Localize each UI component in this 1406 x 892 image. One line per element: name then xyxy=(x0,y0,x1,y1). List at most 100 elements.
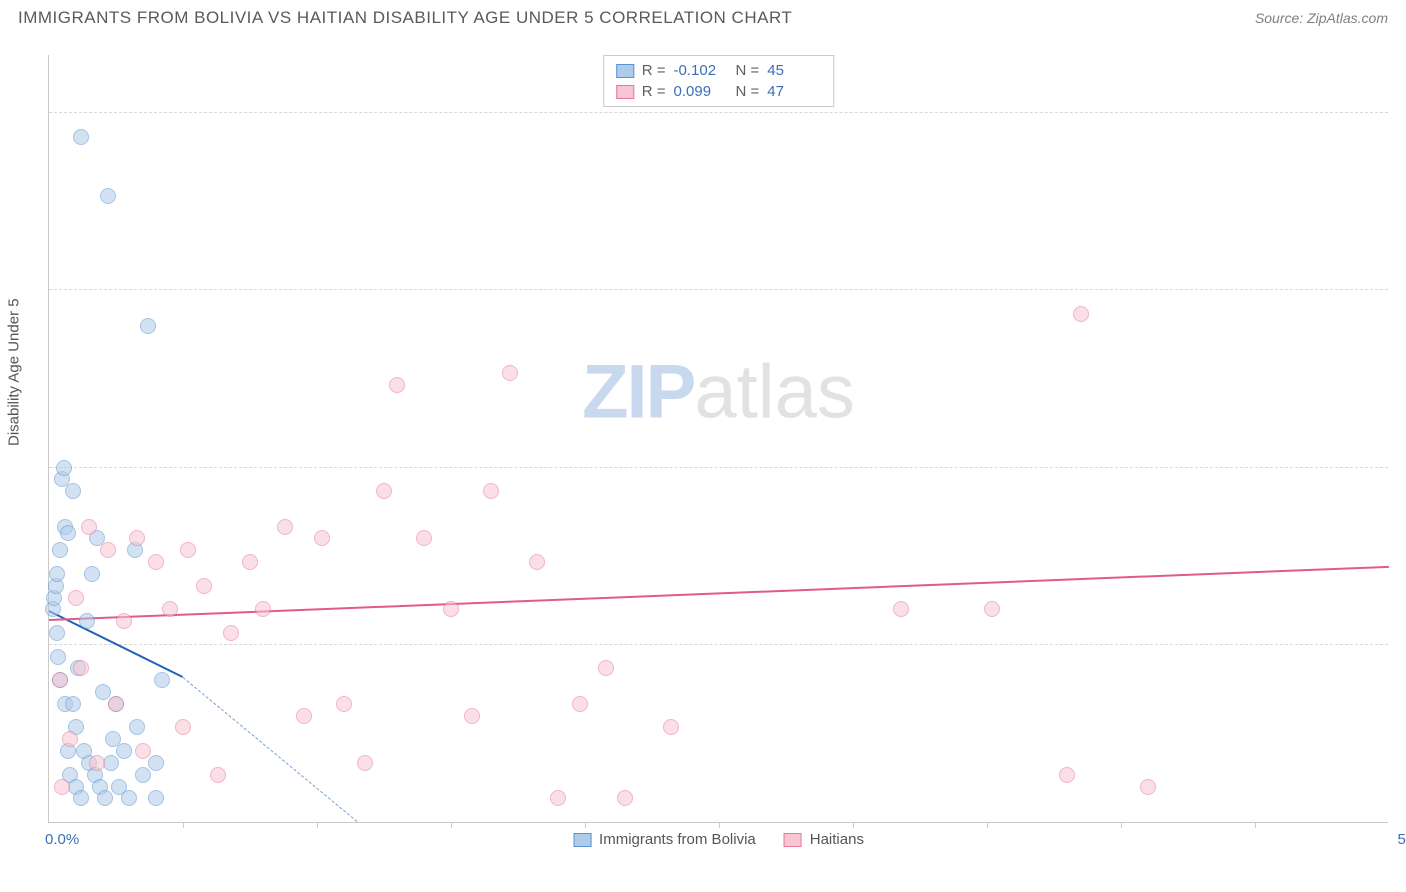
x-tick xyxy=(451,822,452,828)
data-point xyxy=(73,790,89,806)
data-point xyxy=(389,377,405,393)
legend-label: Immigrants from Bolivia xyxy=(599,831,756,848)
data-point xyxy=(148,790,164,806)
data-point xyxy=(135,767,151,783)
data-point xyxy=(81,519,97,535)
data-point xyxy=(60,525,76,541)
data-point xyxy=(100,188,116,204)
legend-row: R = 0.099N = 47 xyxy=(616,81,822,102)
data-point xyxy=(357,755,373,771)
data-point xyxy=(154,672,170,688)
data-point xyxy=(376,483,392,499)
data-point xyxy=(73,660,89,676)
y-tick-label: 1.5% xyxy=(1392,636,1406,653)
x-tick xyxy=(585,822,586,828)
data-point xyxy=(502,365,518,381)
data-point xyxy=(68,590,84,606)
x-tick xyxy=(1121,822,1122,828)
legend-n-label: N = xyxy=(736,62,760,79)
data-point xyxy=(196,578,212,594)
y-tick-label: 4.5% xyxy=(1392,282,1406,299)
data-point xyxy=(129,530,145,546)
legend-r-value: -0.102 xyxy=(674,62,728,79)
data-point xyxy=(1059,767,1075,783)
data-point xyxy=(314,530,330,546)
legend-n-label: N = xyxy=(736,83,760,100)
y-tick-label: 6.0% xyxy=(1392,105,1406,122)
data-point xyxy=(62,731,78,747)
data-point xyxy=(984,601,1000,617)
gridline xyxy=(49,467,1388,468)
legend-swatch xyxy=(573,833,591,847)
data-point xyxy=(550,790,566,806)
data-point xyxy=(84,566,100,582)
legend-n-value: 47 xyxy=(767,83,821,100)
data-point xyxy=(148,755,164,771)
data-point xyxy=(296,708,312,724)
data-point xyxy=(121,790,137,806)
source-attribution: Source: ZipAtlas.com xyxy=(1255,10,1388,26)
legend-swatch xyxy=(616,64,634,78)
legend-r-value: 0.099 xyxy=(674,83,728,100)
data-point xyxy=(116,613,132,629)
data-point xyxy=(277,519,293,535)
legend-row: R = -0.102 N = 45 xyxy=(616,60,822,81)
data-point xyxy=(1073,306,1089,322)
data-point xyxy=(49,566,65,582)
data-point xyxy=(572,696,588,712)
legend-r-label: R = xyxy=(642,62,666,79)
x-tick xyxy=(853,822,854,828)
data-point xyxy=(50,649,66,665)
x-tick xyxy=(719,822,720,828)
data-point xyxy=(148,554,164,570)
data-point xyxy=(49,625,65,641)
data-point xyxy=(483,483,499,499)
legend-swatch xyxy=(616,85,634,99)
data-point xyxy=(416,530,432,546)
data-point xyxy=(135,743,151,759)
gridline xyxy=(49,289,1388,290)
data-point xyxy=(89,755,105,771)
legend-label: Haitians xyxy=(810,831,864,848)
x-tick xyxy=(1255,822,1256,828)
data-point xyxy=(529,554,545,570)
y-tick-label: 3.0% xyxy=(1392,459,1406,476)
gridline xyxy=(49,112,1388,113)
data-point xyxy=(598,660,614,676)
data-point xyxy=(65,696,81,712)
data-point xyxy=(223,625,239,641)
x-tick xyxy=(183,822,184,828)
watermark: ZIPatlas xyxy=(582,349,855,436)
data-point xyxy=(162,601,178,617)
data-point xyxy=(336,696,352,712)
data-point xyxy=(79,613,95,629)
data-point xyxy=(255,601,271,617)
data-point xyxy=(56,460,72,476)
data-point xyxy=(97,790,113,806)
x-axis-max-label: 50.0% xyxy=(1397,831,1406,848)
legend-swatch xyxy=(784,833,802,847)
legend-item: Haitians xyxy=(784,831,864,848)
data-point xyxy=(210,767,226,783)
data-point xyxy=(617,790,633,806)
x-tick xyxy=(987,822,988,828)
data-point xyxy=(663,719,679,735)
legend-n-value: 45 xyxy=(767,62,821,79)
data-point xyxy=(65,483,81,499)
gridline xyxy=(49,644,1388,645)
data-point xyxy=(893,601,909,617)
scatter-chart: ZIPatlas R = -0.102 N = 45R = 0.099 N = 47… xyxy=(48,55,1388,823)
header: IMMIGRANTS FROM BOLIVIA VS HAITIAN DISAB… xyxy=(0,0,1406,32)
data-point xyxy=(116,743,132,759)
data-point xyxy=(140,318,156,334)
series-legend: Immigrants from Bolivia Haitians xyxy=(573,831,864,848)
data-point xyxy=(108,696,124,712)
data-point xyxy=(1140,779,1156,795)
data-point xyxy=(464,708,480,724)
data-point xyxy=(443,601,459,617)
y-axis-label: Disability Age Under 5 xyxy=(6,298,23,446)
x-axis-min-label: 0.0% xyxy=(45,831,79,848)
data-point xyxy=(180,542,196,558)
correlation-legend: R = -0.102 N = 45R = 0.099 N = 47 xyxy=(603,55,835,107)
data-point xyxy=(52,542,68,558)
